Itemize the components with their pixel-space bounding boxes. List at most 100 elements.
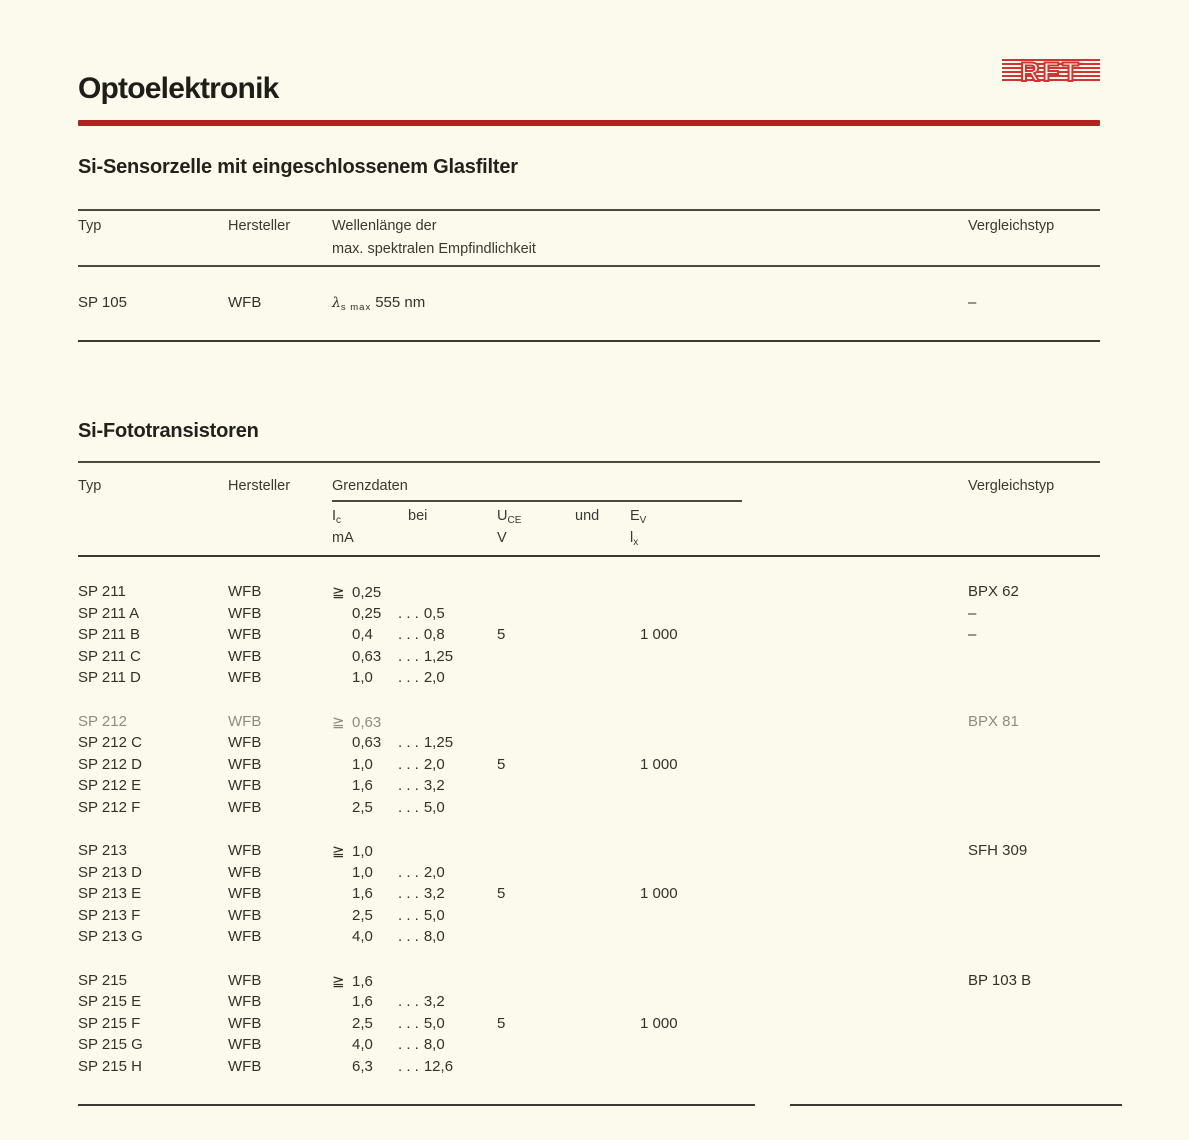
- table2-col-grenzdaten: Grenzdaten: [332, 478, 408, 494]
- hersteller-cell: WFB: [228, 798, 262, 816]
- ic-max-value: 1,25: [423, 647, 454, 665]
- table-row: SP 213 E WFB 1,6 . . . 3,2 5 1 000: [78, 885, 1108, 907]
- ic-min-value: 2,5: [352, 1014, 373, 1032]
- typ-cell: SP 215 E: [78, 993, 142, 1010]
- ic-min-value: 0,63: [352, 713, 382, 731]
- hersteller-cell: WFB: [228, 885, 262, 902]
- ic-min-value: 2,5: [352, 798, 373, 816]
- typ-cell: SP 211 A: [78, 604, 140, 622]
- ic-range-cell: 1,6 . . . 3,2: [332, 885, 445, 902]
- ic-min-value: 2,5: [352, 906, 373, 924]
- typ-cell: SP 212 D: [78, 755, 142, 773]
- ic-range-cell: 6,3 . . . 12,6: [332, 1058, 453, 1075]
- greater-equal-symbol: ≧: [332, 713, 345, 731]
- ic-range-cell: 1,6 . . . 3,2: [332, 993, 445, 1010]
- table-row: SP 212 D WFB 1,0 . . . 2,0 5 1 000: [78, 756, 1108, 778]
- typ-cell: SP 215 F: [78, 1014, 141, 1032]
- table1-col-vergleichstyp: Vergleichstyp: [968, 218, 1055, 234]
- subcol-ev: EV: [630, 508, 647, 526]
- ic-min-value: 0,25: [352, 584, 382, 601]
- range-dots: . . .: [398, 669, 419, 686]
- typ-cell: SP 211: [78, 583, 126, 600]
- range-dots: . . .: [398, 928, 419, 945]
- ic-min-value: 0,25: [352, 604, 382, 622]
- ic-range-cell: 2,5 . . . 5,0: [332, 907, 445, 924]
- rft-logo: RFT: [1002, 56, 1100, 88]
- wellenlaenge-value: 555 nm: [375, 294, 426, 311]
- page-title: Optoelektronik: [78, 72, 279, 105]
- ic-range-cell: 4,0 . . . 8,0: [332, 928, 445, 945]
- range-dots: . . .: [398, 1014, 419, 1032]
- page-bottom-rule-left: [78, 1104, 755, 1106]
- section2-heading: Si-Fototransistoren: [78, 420, 259, 442]
- hersteller-cell: WFB: [228, 863, 262, 881]
- typ-cell: SP 105: [78, 294, 127, 311]
- range-dots: . . .: [398, 1057, 419, 1075]
- typ-cell: SP 212 F: [78, 798, 141, 816]
- ic-range-cell: ≧ 1,6: [332, 972, 398, 990]
- table-row: SP 213 WFB ≧ 1,0 SFH 309: [78, 842, 1108, 864]
- hersteller-cell: WFB: [228, 1057, 262, 1075]
- table-row: SP 211 D WFB 1,0 . . . 2,0: [78, 669, 1108, 691]
- table-row: SP 213 G WFB 4,0 . . . 8,0: [78, 928, 1108, 950]
- table-row: SP 215 H WFB 6,3 . . . 12,6: [78, 1058, 1108, 1080]
- ic-max-value: 8,0: [423, 928, 445, 945]
- typ-cell: SP 213 G: [78, 928, 143, 945]
- hersteller-cell: WFB: [228, 669, 262, 686]
- hersteller-cell: WFB: [228, 842, 262, 859]
- ic-range-cell: ≧ 0,63: [332, 713, 398, 731]
- ic-min-value: 0,63: [352, 647, 382, 665]
- typ-cell: SP 215: [78, 971, 127, 989]
- ev-cell: 1 000: [640, 885, 678, 902]
- ic-max-value: 5,0: [423, 798, 445, 816]
- table-row: SP 213 F WFB 2,5 . . . 5,0: [78, 907, 1108, 929]
- vergleichstyp-cell: SFH 309: [968, 842, 1028, 859]
- range-dots: . . .: [398, 755, 419, 773]
- subcol-ic: Ic: [332, 508, 342, 526]
- range-dots: . . .: [398, 734, 419, 751]
- hersteller-cell: WFB: [228, 971, 262, 989]
- ic-min-value: 4,0: [352, 1036, 373, 1053]
- ic-max-value: 3,2: [423, 993, 445, 1010]
- typ-cell: SP 212: [78, 712, 127, 730]
- vergleichstyp-cell: –: [968, 604, 977, 622]
- rft-logo-stripes: [1002, 59, 1100, 81]
- ic-min-value: 4,0: [352, 928, 373, 945]
- typ-cell: SP 215 G: [78, 1036, 143, 1053]
- ic-range-cell: 4,0 . . . 8,0: [332, 1036, 445, 1053]
- vergleichstyp-cell: –: [968, 294, 977, 311]
- typ-cell: SP 213 F: [78, 906, 141, 924]
- ic-max-value: 12,6: [423, 1057, 454, 1075]
- range-dots: . . .: [398, 626, 419, 643]
- ic-range-cell: ≧ 1,0: [332, 842, 398, 860]
- ic-max-value: 5,0: [423, 906, 445, 924]
- uce-cell: 5: [497, 1014, 506, 1032]
- table2-header-bottom-rule: [78, 555, 1100, 557]
- ic-range-cell: 0,25 . . . 0,5: [332, 605, 445, 622]
- row-group: SP 215 WFB ≧ 1,6 BP 103 B SP 215 E WFB 1,6 . . .…: [78, 972, 1108, 1080]
- row-group: SP 213 WFB ≧ 1,0 SFH 309 SP 213 D WFB 1,0. . .2…: [78, 842, 1108, 950]
- lambda-symbol: λ: [332, 295, 341, 311]
- typ-cell: SP 213: [78, 842, 127, 859]
- grenzdaten-underline: [332, 500, 742, 502]
- vergleichstyp-cell: BP 103 B: [968, 971, 1032, 989]
- typ-cell: SP 212 E: [78, 777, 142, 794]
- uce-cell: 5: [497, 755, 506, 773]
- typ-cell: SP 212 C: [78, 734, 142, 751]
- subcol-bei: bei: [408, 508, 428, 524]
- table1-col-wellenlaenge-line2: max. spektralen Empfindlichkeit: [332, 241, 536, 257]
- ic-range-cell: 1,0 . . . 2,0: [332, 669, 445, 686]
- ic-max-value: 5,0: [423, 1014, 445, 1032]
- range-dots: . . .: [398, 993, 419, 1010]
- ic-max-value: 2,0: [423, 863, 445, 881]
- table-row: SP 215 WFB ≧ 1,6 BP 103 B: [78, 972, 1108, 994]
- ic-min-value: 6,3: [352, 1057, 373, 1075]
- greater-equal-symbol: ≧: [332, 972, 345, 990]
- typ-cell: SP 215 H: [78, 1057, 142, 1075]
- typ-cell: SP 211 C: [78, 647, 141, 665]
- hersteller-cell: WFB: [228, 1036, 262, 1053]
- table1-top-rule: [78, 209, 1100, 211]
- ic-max-value: 2,0: [423, 755, 445, 773]
- table1-col-wellenlaenge-line1: Wellenlänge der: [332, 218, 437, 234]
- typ-cell: SP 213 E: [78, 885, 142, 902]
